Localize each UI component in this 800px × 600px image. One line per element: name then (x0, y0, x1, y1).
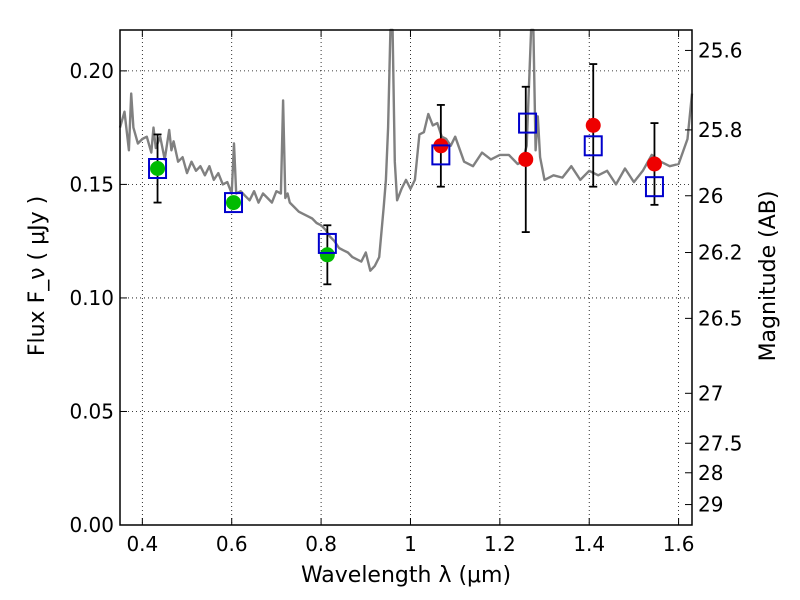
red-data-point (518, 151, 534, 167)
y-tick-label: 0.00 (69, 513, 114, 537)
model-box-marker (518, 112, 538, 134)
model-spectrum (118, 28, 694, 272)
green-data-point (319, 247, 335, 263)
x-tick-label: 1.6 (663, 532, 695, 556)
x-tick-label: 0.4 (126, 532, 158, 556)
red-data-point (585, 117, 601, 133)
box-markers (148, 112, 664, 254)
red-data-point (646, 156, 662, 172)
x-axis-label: Wavelength λ (μm) (301, 563, 511, 588)
right-tick-label: 27.5 (698, 431, 743, 455)
green-data-point (150, 161, 166, 177)
y-tick-label: 0.05 (69, 399, 114, 423)
right-tick-label: 26.2 (698, 241, 743, 265)
x-tick-label: 1.2 (484, 532, 516, 556)
right-tick-label: 27 (698, 381, 723, 405)
x-tick-label: 0.6 (216, 532, 248, 556)
right-axis-label: Magnitude (AB) (756, 191, 781, 362)
model-box-marker (148, 158, 168, 180)
right-tick-label: 26 (698, 184, 723, 208)
plot-frame (119, 29, 693, 526)
photometry-points (150, 63, 662, 286)
model-box-marker (644, 176, 664, 198)
y-tick-label: 0.15 (69, 172, 114, 196)
right-tick-label: 25.6 (698, 38, 743, 62)
x-tick-label: 1 (404, 532, 417, 556)
y-axis-label: Flux F_ν ( μJy ) (25, 196, 50, 356)
model-box-marker (317, 232, 337, 254)
model-spectrum-line (118, 28, 694, 272)
model-box-marker (583, 135, 603, 157)
y-tick-label: 0.20 (69, 59, 114, 83)
right-tick-label: 28 (698, 461, 723, 485)
model-box-marker (224, 192, 244, 214)
right-tick-label: 25.8 (698, 118, 743, 142)
right-tick-label: 26.5 (698, 306, 743, 330)
right-tick-label: 29 (698, 493, 723, 517)
axis-ticks: 0.4 0.6 0.8 1 1.2 1.4 1.6 0.00 0.05 0.10 0.15 0.20 2… (69, 30, 743, 556)
grid (120, 30, 692, 526)
y-tick-label: 0.10 (69, 286, 114, 310)
x-tick-label: 1.4 (573, 532, 605, 556)
x-tick-label: 0.8 (305, 532, 337, 556)
green-data-point (226, 195, 242, 211)
model-box-marker (431, 144, 451, 166)
